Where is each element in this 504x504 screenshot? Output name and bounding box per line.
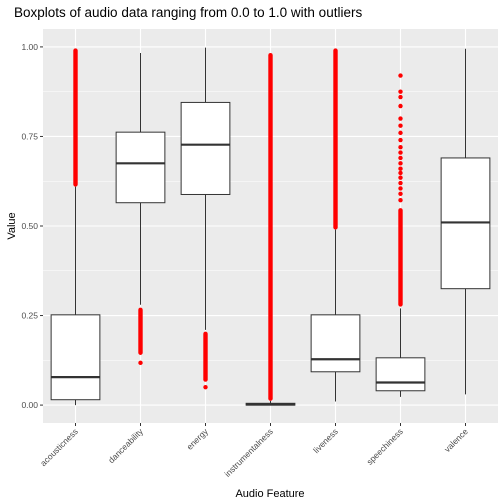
y-tick-label: 0.50 [21, 221, 38, 231]
outlier-point [398, 170, 403, 176]
boxplot-acousticness [50, 48, 101, 406]
outlier-point [138, 360, 143, 366]
outlier-band [138, 307, 143, 355]
outlier-band [268, 52, 273, 401]
x-tick-label: acousticness [38, 426, 80, 468]
boxplot-danceability [115, 52, 166, 366]
outlier-band [203, 331, 208, 382]
box-iqr [180, 101, 231, 195]
x-tick-label: energy [184, 426, 210, 452]
outlier-point [398, 103, 403, 109]
outlier-band [73, 48, 78, 187]
boxplot-valence [440, 48, 491, 395]
outlier-band [333, 48, 338, 230]
x-tick-label: speechiness [364, 426, 404, 466]
outlier-point [398, 155, 403, 161]
outlier-point [398, 186, 403, 191]
boxplot-speechiness [375, 73, 426, 397]
box-iqr [50, 314, 101, 401]
chart-title: Boxplots of audio data ranging from 0.0 … [14, 5, 362, 20]
outlier-point [398, 130, 403, 136]
x-tick-label: instrumentalness [222, 426, 275, 479]
x-tick-label: danceability [106, 426, 145, 465]
x-axis-label: Audio Feature [235, 488, 304, 500]
outlier-band [398, 208, 403, 307]
outlier-point [398, 175, 403, 180]
boxplot-energy [180, 47, 231, 390]
outlier-point [398, 161, 403, 166]
box-iqr [115, 131, 166, 204]
box-iqr [310, 314, 361, 373]
outlier-point [398, 166, 403, 171]
outlier-point [398, 180, 403, 186]
x-tick-label: liveness [311, 426, 340, 455]
outlier-point [398, 137, 403, 143]
outlier-point [398, 145, 403, 150]
outlier-point [398, 150, 403, 155]
x-tick-label: valence [442, 426, 470, 454]
y-tick-label: 1.00 [21, 42, 38, 52]
box-iqr [375, 357, 426, 392]
x-axis-ticks: acousticness danceability energy instrument… [38, 423, 470, 479]
y-axis-ticks: 0.00 0.25 0.50 0.75 1.00 [21, 42, 43, 410]
outlier-point [398, 89, 403, 94]
boxplot-liveness [310, 48, 361, 402]
y-tick-label: 0.75 [21, 131, 38, 141]
outlier-point [398, 198, 403, 203]
y-tick-label: 0.00 [21, 400, 38, 410]
outlier-point [398, 94, 403, 100]
outlier-point [203, 384, 208, 390]
boxplot-instrumentalness [245, 52, 296, 406]
outlier-point [398, 123, 403, 128]
y-axis-label: Value [6, 212, 18, 239]
outlier-point [398, 73, 403, 78]
boxplots [50, 47, 491, 406]
outlier-point [398, 191, 403, 196]
y-tick-label: 0.25 [21, 311, 38, 321]
outlier-point [398, 116, 403, 121]
